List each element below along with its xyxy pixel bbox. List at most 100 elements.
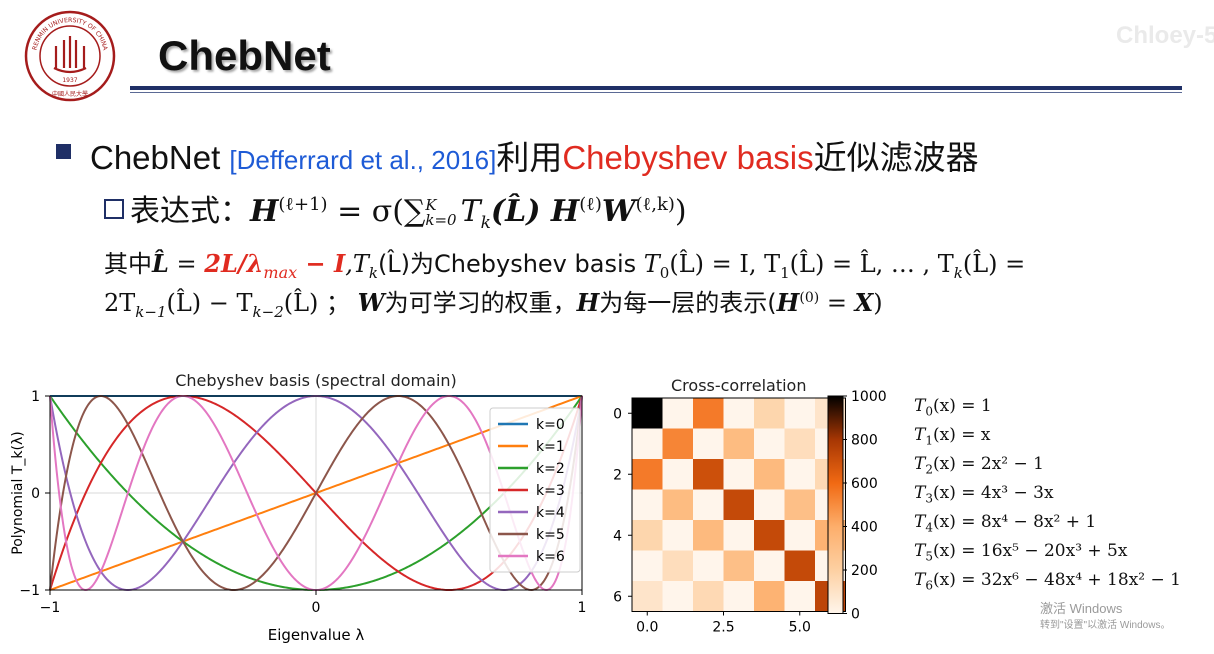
- heatmap-y-tick-label: 4: [613, 528, 622, 544]
- watermark-text: Chloey-5: [1116, 22, 1214, 49]
- heatmap-title: Cross-correlation: [671, 376, 806, 395]
- heatmap-cell: [784, 398, 816, 429]
- colorbar-tick-label: 1000: [851, 389, 887, 405]
- colorbar-tick-label: 0: [851, 607, 860, 623]
- formula-rhs: (x) = 2x² − 1: [932, 454, 1044, 474]
- formula-subscript: 2: [925, 462, 933, 477]
- formula-sum-sup: K: [425, 196, 437, 214]
- desc-t1: (L̂) = I, T: [669, 250, 781, 278]
- desc2-w-text: 为可学习的权重，: [384, 289, 577, 317]
- legend-label-k=4: k=4: [536, 505, 565, 521]
- formula-symbol: T: [914, 512, 926, 532]
- formula-t0: T0(x) = 1: [914, 396, 992, 418]
- desc2-t-sub: k−1: [135, 302, 167, 321]
- formula-symbol: T: [914, 396, 926, 416]
- heatmap-y-tick-label: 2: [613, 467, 622, 483]
- heatmap-cell: [693, 459, 724, 490]
- heatmap-cell: [784, 520, 816, 551]
- hollow-square-icon: [104, 199, 124, 219]
- y-tick-label: 1: [31, 389, 40, 405]
- heatmap-cell: [693, 520, 724, 551]
- heatmap-cell: [693, 398, 724, 429]
- formula-h: H: [250, 194, 279, 229]
- desc2-h: H: [576, 288, 600, 317]
- formula-subscript: 4: [925, 520, 933, 535]
- formula-rhs: (x) = x: [932, 425, 991, 445]
- formula-subscript: 1: [925, 433, 933, 448]
- heatmap-cell: [723, 581, 755, 612]
- heatmap-cell: [693, 428, 724, 460]
- heatmap-cell: [754, 428, 785, 460]
- formula-rhs: (x) = 8x⁴ − 8x² + 1: [932, 512, 1097, 532]
- heatmap-cell: [632, 520, 663, 551]
- legend-label-k=2: k=2: [536, 461, 565, 477]
- formula-eq: = σ(: [327, 194, 404, 229]
- heatmap-cell: [632, 550, 663, 582]
- formula-sum-sub: k=0: [425, 211, 457, 229]
- formula-h2: H: [550, 194, 580, 229]
- heatmap-x-tick-label: 2.5: [712, 620, 734, 636]
- desc-tk2: (L̂) = L̂, … , T: [789, 250, 954, 278]
- formula-t3: T3(x) = 4x³ − 3x: [914, 483, 1054, 505]
- university-logo: RENMIN UNIVERSITY OF CHINA 1937 中國人民大學: [24, 10, 116, 102]
- heatmap-x-tick-label: 0.0: [636, 620, 658, 636]
- formula-w: W: [601, 194, 636, 229]
- formula-rhs: (x) = 32x⁶ − 48x⁴ + 18x² − 1: [932, 570, 1181, 590]
- formula-sum: ∑: [403, 194, 426, 229]
- formula-lhat: (L̂): [490, 194, 551, 229]
- formula-symbol: T: [914, 454, 926, 474]
- desc2-eq: =: [819, 289, 855, 317]
- citation: [Defferrard et al., 2016]: [229, 145, 497, 175]
- heatmap-cell: [632, 428, 663, 460]
- title-divider-thin: [130, 92, 1182, 93]
- heatmap-cell: [784, 489, 816, 521]
- legend-label-k=5: k=5: [536, 527, 565, 543]
- desc-red-expr-2: − I: [297, 249, 346, 278]
- heatmap-cell: [754, 581, 785, 612]
- windows-activation-hint: 转到"设置"以激活 Windows。: [1040, 620, 1171, 631]
- heatmap-cell: [693, 581, 724, 612]
- desc-t0-sub: 0: [659, 263, 670, 282]
- chart-title: Chebyshev basis (spectral domain): [175, 371, 457, 390]
- formula-h-sup: (ℓ+1): [278, 194, 328, 215]
- heatmap-cell: [662, 581, 694, 612]
- desc-lhat: L̂: [152, 249, 169, 278]
- colorbar-tick-label: 600: [851, 476, 878, 492]
- desc-red-sub: max: [263, 262, 298, 282]
- desc2-t2-sub: k−2: [252, 302, 284, 321]
- heatmap-cell: [723, 520, 755, 551]
- desc2-x: X: [854, 288, 874, 317]
- desc-t0: T: [643, 250, 660, 278]
- heatmap-cell: [662, 520, 694, 551]
- heatmap-cell: [723, 550, 755, 582]
- desc-t1-sub: 1: [780, 263, 790, 282]
- heatmap-cell: [662, 398, 694, 429]
- heatmap-cell: [784, 428, 816, 460]
- formula-t5: T5(x) = 16x⁵ − 20x³ + 5x: [914, 541, 1127, 563]
- legend-label-k=0: k=0: [536, 417, 565, 433]
- heatmap-cell: [754, 550, 785, 582]
- description-line-1: 其中L̂ = 2L/λmax − I,Tk(L̂)为Chebyshev basi…: [104, 244, 1025, 282]
- formula-w-sup: (ℓ,k): [635, 194, 675, 215]
- heatmap-cell: [723, 428, 755, 460]
- expression-label: 表达式：: [130, 194, 250, 229]
- formula-h2-sup: (ℓ): [579, 194, 602, 215]
- heatmap-cell: [632, 459, 663, 490]
- formula-t6: T6(x) = 32x⁶ − 48x⁴ + 18x² − 1: [914, 570, 1181, 592]
- bullet-square-icon: [56, 144, 71, 159]
- desc-eq: =: [168, 250, 205, 278]
- heatmap-cell: [632, 581, 663, 612]
- heatmap-cell: [723, 489, 755, 521]
- desc-text: 其中: [104, 250, 152, 278]
- heatmap-cell: [784, 459, 816, 490]
- desc-tk2-sub: k: [953, 263, 963, 282]
- heatmap-cell: [754, 459, 785, 490]
- heatmap-cell: [784, 550, 816, 582]
- legend-label-k=3: k=3: [536, 483, 565, 499]
- heatmap-cell: [662, 489, 694, 521]
- desc-red-expr: 2L/λ: [204, 249, 264, 278]
- desc2-w: W: [357, 288, 385, 317]
- heatmap-y-tick-label: 6: [613, 589, 622, 605]
